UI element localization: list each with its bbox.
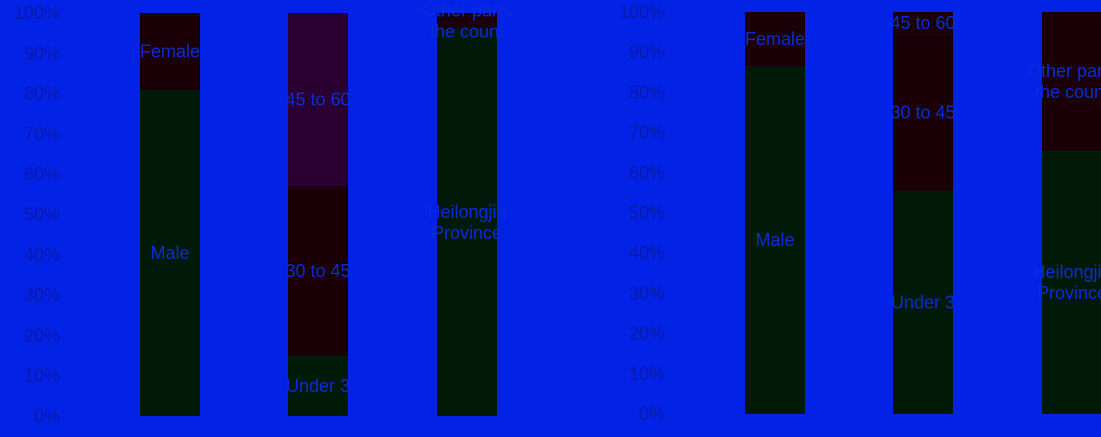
y-tick-label: 0% <box>34 406 60 426</box>
bar-segment <box>893 190 953 414</box>
y-tick-label: 70% <box>629 123 665 143</box>
segment-label: 45 to 60 <box>890 13 955 33</box>
segment-label: 45 to 60 <box>285 90 350 110</box>
bar-segment <box>1042 150 1101 414</box>
bar-segment <box>288 13 348 187</box>
y-tick-label: 70% <box>24 124 60 144</box>
y-tick-label: 20% <box>629 324 665 344</box>
bar-segment <box>893 34 953 191</box>
segment-label: Male <box>755 230 794 250</box>
bar-segment <box>745 12 805 67</box>
bar-segment <box>288 186 348 356</box>
y-tick-label: 30% <box>629 283 665 303</box>
y-tick-label: 20% <box>24 325 60 345</box>
y-tick-label: 10% <box>629 364 665 384</box>
y-tick-label: 10% <box>24 366 60 386</box>
bar-segment <box>140 89 200 416</box>
chart-left: 0% 10% 20% 30% 40% 50% 60% 70% 80% 90% 100% Male Fem… <box>14 1 512 426</box>
y-tick-label: 80% <box>629 82 665 102</box>
bar-segment <box>437 13 497 30</box>
y-tick-label: 30% <box>24 285 60 305</box>
y-tick-label: 50% <box>24 205 60 225</box>
y-tick-label: 90% <box>629 42 665 62</box>
y-tick-label: 100% <box>14 3 60 23</box>
segment-label: Under 3 <box>891 292 955 312</box>
y-tick-label: 40% <box>629 243 665 263</box>
y-tick-label: 40% <box>24 245 60 265</box>
segment-label: 30 to 45 <box>890 103 955 123</box>
bar-segment <box>437 29 497 417</box>
y-tick-label: 80% <box>24 84 60 104</box>
y-tick-label: 100% <box>619 2 665 22</box>
segment-label: Female <box>140 41 200 61</box>
bar-segment <box>745 66 805 415</box>
bar-segment <box>1042 12 1101 151</box>
y-tick-label: 60% <box>629 163 665 183</box>
segment-label: Under 3 <box>286 376 350 396</box>
y-tick-label: 90% <box>24 43 60 63</box>
bar-segment <box>893 12 953 35</box>
y-tick-label: 50% <box>629 203 665 223</box>
segment-label: 30 to 45 <box>285 261 350 281</box>
bar-segment <box>288 355 348 416</box>
segment-label: Female <box>745 29 805 49</box>
chart-right: 0% 10% 20% 30% 40% 50% 60% 70% 80% 90% 100% Male Fem… <box>619 2 1101 424</box>
y-tick-label: 0% <box>639 404 665 424</box>
y-tick-label: 60% <box>24 164 60 184</box>
bar-segment <box>140 13 200 90</box>
segment-label: Male <box>150 243 189 263</box>
